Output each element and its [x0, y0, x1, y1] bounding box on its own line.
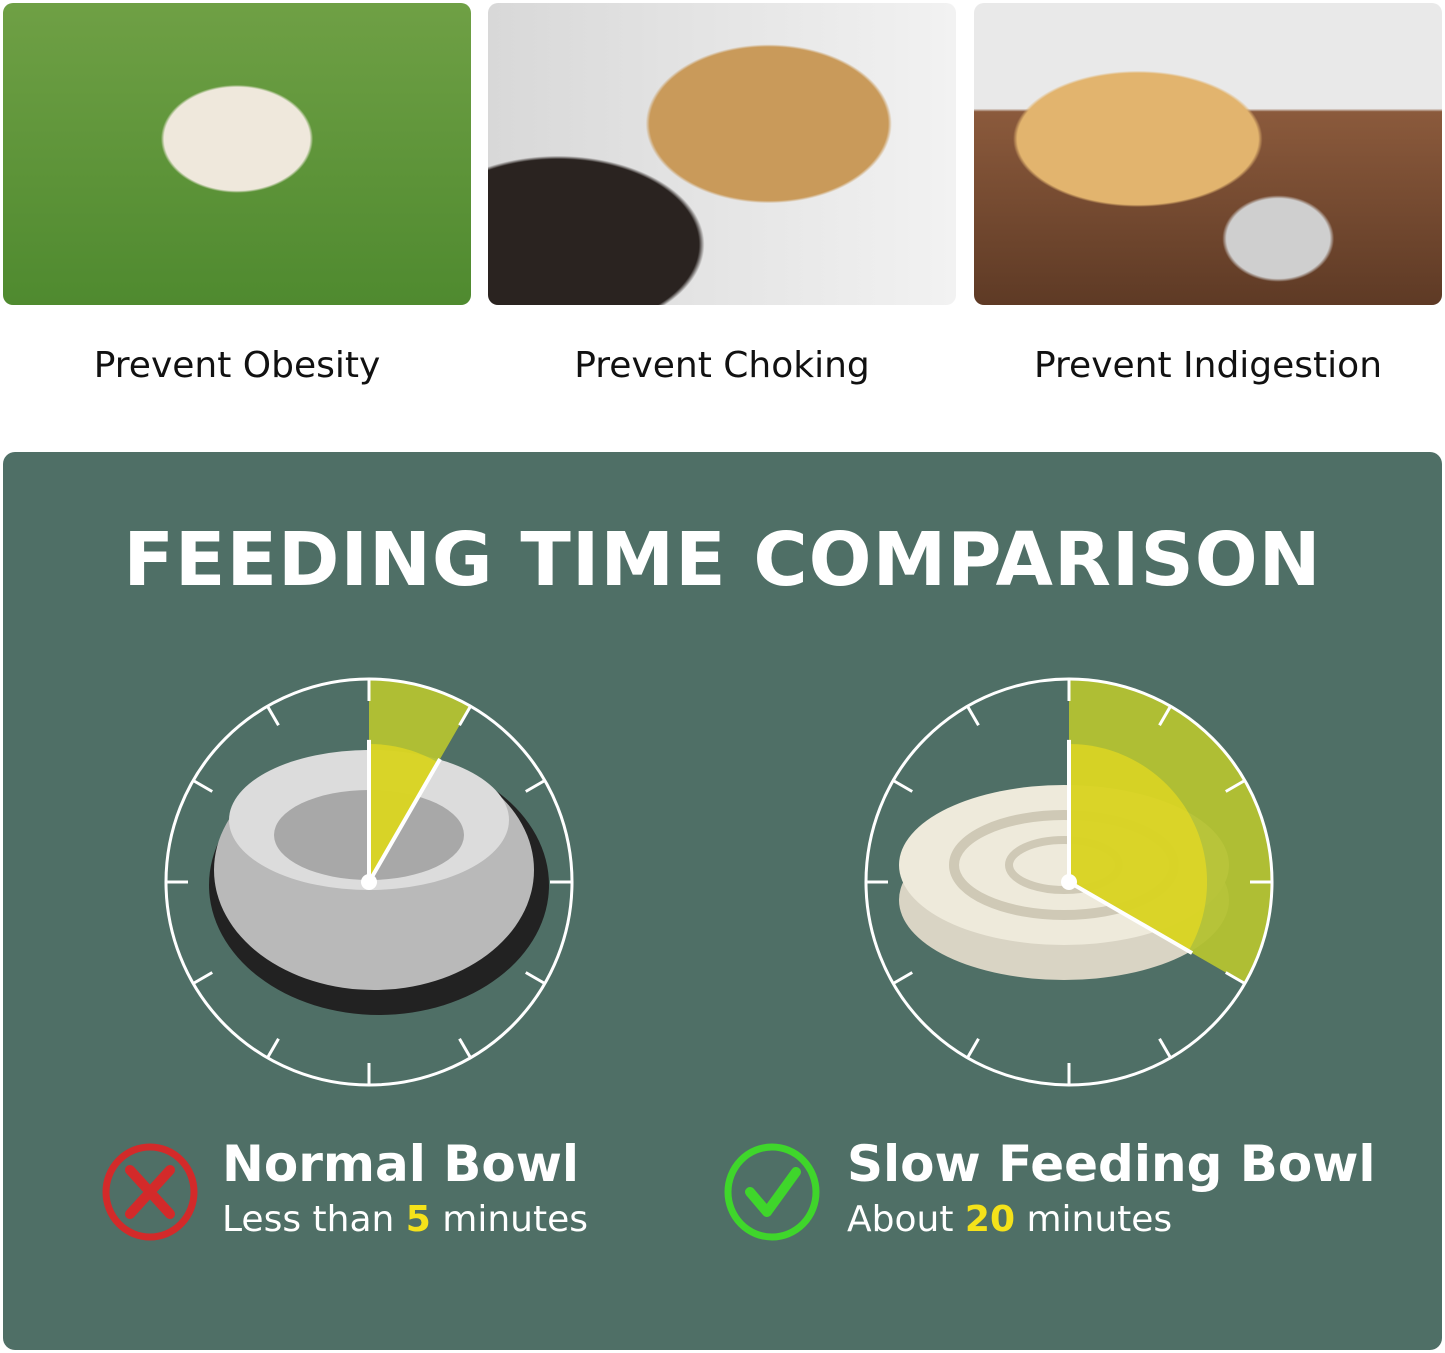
sector-highlight — [1069, 743, 1208, 952]
clock-tick — [458, 705, 472, 726]
normal-bowl-title: Normal Bowl — [222, 1135, 580, 1193]
normal-bowl-time: Less than 5 minutes — [222, 1199, 589, 1240]
clock-tick — [458, 1038, 472, 1059]
clock-tick — [1158, 1038, 1172, 1059]
caption-indigestion: Prevent Indigestion — [1033, 345, 1383, 386]
clock-tick — [266, 705, 280, 726]
comparison-title: FEEDING TIME COMPARISON — [123, 517, 1322, 603]
slow-bowl-clock — [864, 677, 1274, 1087]
choking-photo — [488, 3, 956, 305]
caption-choking: Prevent Choking — [574, 345, 870, 386]
slow-bowl-time: About 20 minutes — [847, 1199, 1173, 1240]
clock-tick — [192, 779, 213, 793]
clock-tick — [525, 971, 546, 985]
clock-tick — [966, 705, 980, 726]
normal-bowl-label: Normal Bowl Less than 5 minutes — [222, 1133, 588, 1245]
clock-tick — [892, 779, 913, 793]
clock-tick — [892, 971, 913, 985]
clock-tick — [266, 1038, 280, 1059]
x-circle-icon — [102, 1143, 198, 1241]
clock-tick — [1225, 779, 1246, 793]
clock-tick — [1225, 971, 1246, 985]
check-circle-icon — [724, 1143, 820, 1241]
clock-center — [361, 874, 377, 890]
sector-highlight — [369, 743, 439, 882]
clock-hand-end — [367, 757, 442, 883]
indigestion-photo — [974, 3, 1442, 305]
obesity-photo — [3, 3, 471, 305]
slow-bowl-title: Slow Feeding Bowl — [847, 1135, 1376, 1193]
clock-tick — [1158, 705, 1172, 726]
clock-hand-end — [1068, 880, 1194, 955]
clock-tick — [525, 779, 546, 793]
caption-obesity: Prevent Obesity — [93, 345, 381, 386]
slow-bowl-label: Slow Feeding Bowl About 20 minutes — [847, 1133, 1376, 1245]
clock-tick — [192, 971, 213, 985]
clock-tick — [966, 1038, 980, 1059]
clock-center — [1061, 874, 1077, 890]
normal-bowl-clock — [164, 677, 574, 1087]
